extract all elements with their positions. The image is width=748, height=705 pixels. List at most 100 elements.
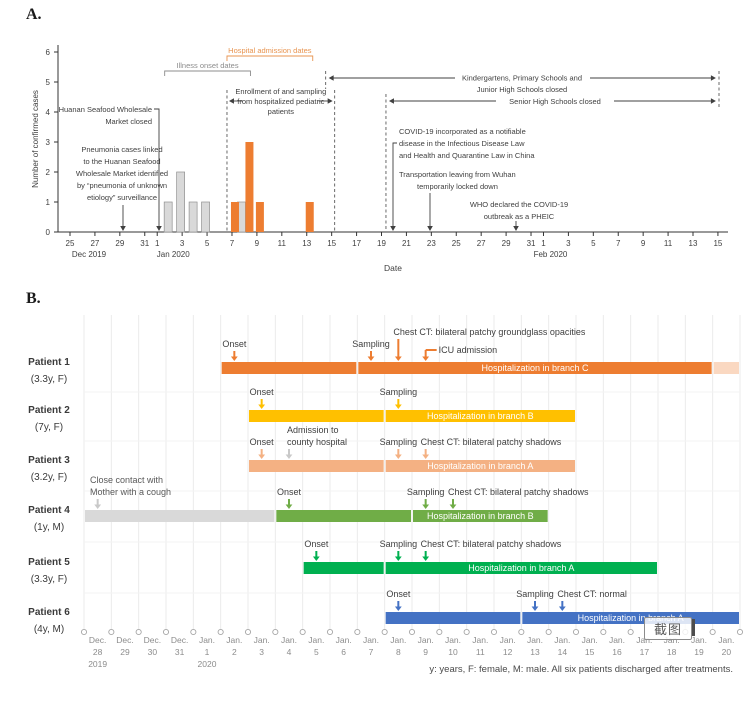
x-tick-label: 19 — [377, 239, 386, 248]
screenshot-watermark-button[interactable]: 截图 — [644, 617, 695, 640]
event-label: Mother with a cough — [90, 487, 171, 497]
y-tick-label: 1 — [46, 198, 51, 207]
event-annotation-text: by “pneumonia of unknown — [77, 181, 167, 190]
axis-day-marker — [354, 628, 361, 636]
x-tick-label: 29 — [502, 239, 511, 248]
axis-month-label: Jan. — [609, 635, 625, 645]
month-label: Feb 2020 — [534, 250, 568, 259]
axis-day-marker — [627, 628, 634, 636]
axis-day-marker — [572, 628, 580, 636]
date-range-bracket — [164, 70, 251, 76]
event-label: Sampling — [352, 339, 390, 349]
axis-day-marker — [190, 628, 197, 636]
axis-month-label: Dec. — [144, 635, 161, 645]
arrowhead-down-icon — [390, 226, 396, 231]
x-tick-label: 1 — [541, 239, 546, 248]
axis-day-label: 11 — [476, 647, 485, 657]
axis-day-label: 17 — [640, 647, 650, 657]
event-arrow-head-icon — [422, 556, 430, 561]
y-tick-label: 0 — [46, 228, 51, 237]
axis-day-marker — [736, 628, 744, 636]
onset-case-bar — [176, 171, 185, 233]
x-tick-label: 23 — [427, 239, 436, 248]
date-range-bracket — [226, 55, 314, 61]
panel-b-patient-timeline-chart: Dec.282019Dec.29Dec.30Dec.31Jan.12020Jan… — [28, 315, 744, 669]
axis-day-label: 15 — [585, 647, 595, 657]
hospitalization-bar-segment — [412, 510, 548, 522]
arrowhead-right-icon — [710, 98, 716, 104]
x-tick-label: 5 — [205, 239, 210, 248]
hospitalization-bar-label: Hospitalization in branch B — [427, 411, 534, 421]
x-tick-label: 25 — [452, 239, 461, 248]
patient-info-label: (7y, F) — [35, 422, 63, 433]
axis-day-label: 9 — [423, 647, 428, 657]
patient-info-label: (1y, M) — [34, 522, 64, 533]
axis-month-label: Jan. — [718, 635, 734, 645]
bracket-label: Illness onset dates — [176, 61, 238, 70]
patient-info-label: (3.3y, F) — [31, 374, 67, 385]
event-arrow-head-icon — [285, 454, 293, 459]
panel-b-label: B. — [26, 290, 41, 307]
event-annotation-text: Transportation leaving from Wuhan — [399, 170, 516, 179]
x-axis-title: Date — [384, 263, 402, 273]
hospitalization-bar-segment — [248, 460, 384, 472]
x-tick-label: 9 — [641, 239, 646, 248]
axis-day-label: 18 — [667, 647, 677, 657]
axis-month-label: Jan. — [226, 635, 242, 645]
admission-case-bar — [255, 202, 264, 232]
x-tick-label: 31 — [140, 239, 149, 248]
arrowhead-left-icon — [328, 75, 334, 81]
text-cursor — [692, 619, 695, 636]
x-tick-label: 31 — [527, 239, 536, 248]
hospitalization-bar-segment — [221, 362, 357, 374]
y-axis-title: Number of confirmed cases — [31, 90, 40, 188]
axis-month-label: Dec. — [89, 635, 106, 645]
axis-day-label: 19 — [694, 647, 704, 657]
event-annotation-arrow — [392, 142, 397, 226]
axis-day-label: 8 — [396, 647, 401, 657]
enrollment-annotation-text: Enrollment of and sampling — [235, 87, 326, 96]
axis-month-label: Jan. — [582, 635, 598, 645]
hospitalization-bar-label: Hospitalization in branch C — [481, 363, 589, 373]
event-label: Sampling — [380, 539, 418, 549]
admission-case-bar — [305, 202, 314, 232]
x-tick-label: 29 — [115, 239, 124, 248]
hospitalization-bar-segment — [358, 362, 712, 374]
event-label: Sampling — [516, 589, 554, 599]
x-tick-label: 5 — [591, 239, 596, 248]
y-tick-label: 2 — [46, 168, 51, 177]
y-tick-label: 4 — [46, 108, 51, 117]
hospitalization-bar-segment — [385, 460, 575, 472]
x-tick-label: 21 — [402, 239, 411, 248]
x-tick-label: 1 — [155, 239, 160, 248]
patient-info-label: (4y, M) — [34, 624, 64, 635]
event-label: Sampling — [380, 437, 418, 447]
axis-day-label: 30 — [148, 647, 158, 657]
event-arrow-head-icon — [449, 504, 457, 509]
event-arrow-head-icon — [312, 556, 320, 561]
axis-day-label: 10 — [448, 647, 458, 657]
event-annotation-text: Wholesale Market identified — [76, 169, 168, 178]
axis-day-marker — [244, 628, 252, 636]
axis-day-label: 4 — [287, 647, 292, 657]
hospitalization-bar-label: Hospitalization in branch A — [468, 563, 574, 573]
axis-month-label: Jan. — [418, 635, 434, 645]
event-annotation-text: temporarily locked down — [417, 182, 498, 191]
axis-day-marker — [108, 628, 115, 636]
axis-month-label: Jan. — [664, 635, 680, 645]
arrowhead-right-icon — [327, 98, 333, 104]
axis-month-label: Dec. — [116, 635, 133, 645]
hospitalization-bar-label: Hospitalization in branch B — [427, 511, 534, 521]
event-label: Chest CT: bilateral patchy shadows — [421, 437, 562, 447]
x-tick-label: 9 — [255, 239, 260, 248]
axis-day-label: 31 — [175, 647, 185, 657]
axis-day-marker — [299, 628, 306, 636]
event-annotation-text: disease in the Infectious Disease Law — [399, 139, 525, 148]
x-tick-label: 13 — [689, 239, 698, 248]
event-arrow-head-icon — [285, 504, 293, 509]
arrowhead-left-icon — [228, 98, 234, 104]
enrollment-annotation-text: from hospitalized pediatric — [237, 97, 324, 106]
axis-day-marker — [709, 628, 716, 636]
event-label: Chest CT: bilateral patchy shadows — [421, 539, 562, 549]
event-label: Onset — [304, 539, 329, 549]
